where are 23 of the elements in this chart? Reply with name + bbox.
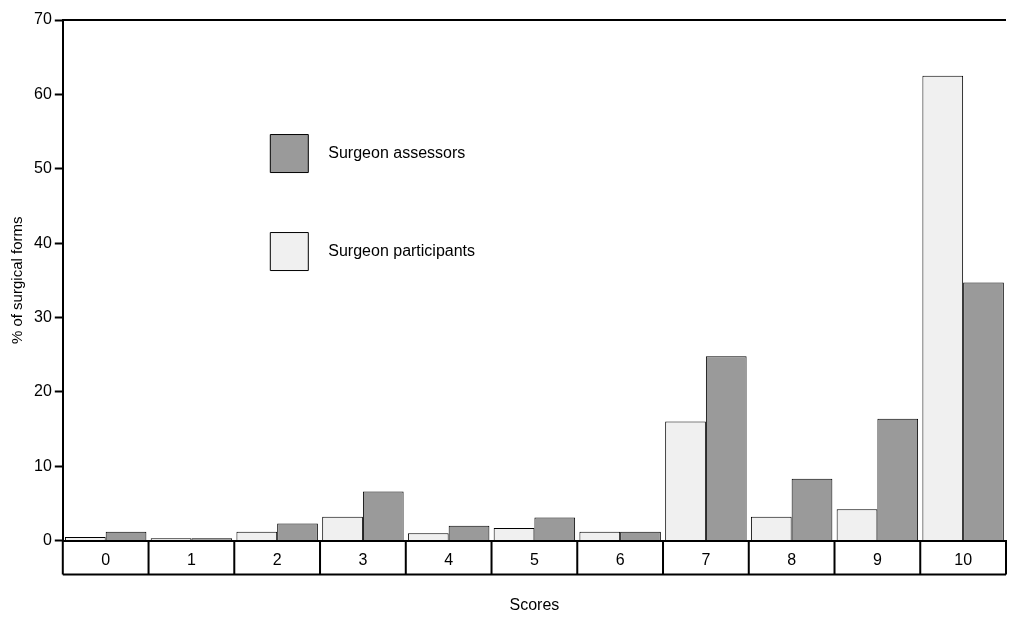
x-tick-label: 1 [186, 550, 196, 568]
x-tick-label: 4 [444, 550, 454, 568]
x-tick-label: 2 [272, 550, 282, 568]
x-tick-label: 3 [358, 550, 368, 568]
y-tick-label: 20 [34, 382, 52, 400]
x-axis-title: Scores [509, 595, 560, 613]
x-tick-label: 5 [529, 550, 539, 568]
x-tick-label: 9 [872, 550, 882, 568]
y-tick-label: 70 [34, 10, 52, 28]
y-tick-label: 40 [34, 233, 52, 251]
x-tick-label: 0 [101, 550, 111, 568]
y-tick-label: 50 [34, 159, 52, 177]
x-tick-label: 10 [954, 550, 973, 568]
x-tick-label: 8 [787, 550, 797, 568]
legend-label: Surgeon assessors [328, 143, 466, 161]
y-tick-label: 10 [34, 456, 52, 474]
y-tick-label: 60 [34, 84, 52, 102]
x-tick-label: 6 [615, 550, 625, 568]
y-tick-label: 0 [42, 531, 52, 549]
y-axis-title: % of surgical forms [8, 216, 26, 345]
y-tick-label: 30 [34, 307, 52, 325]
legend-label: Surgeon participants [328, 241, 476, 259]
x-tick-label: 7 [701, 550, 711, 568]
